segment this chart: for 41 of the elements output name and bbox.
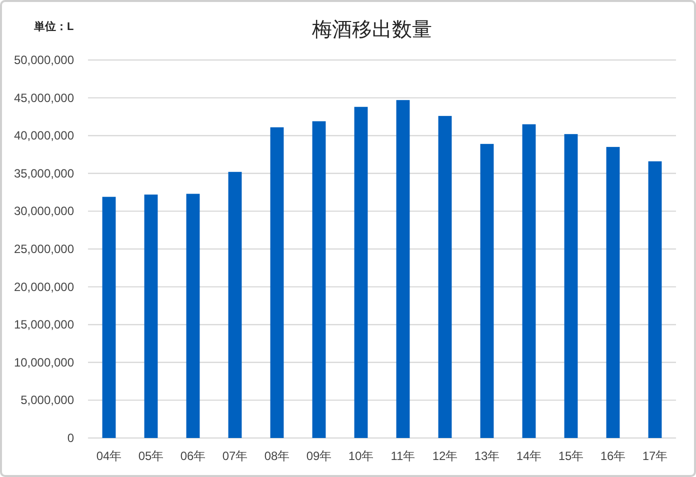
y-tick-label: 35,000,000: [14, 166, 74, 180]
y-tick-label: 20,000,000: [14, 280, 74, 294]
x-tick-label: 05年: [138, 449, 164, 463]
x-tick-label: 08年: [264, 449, 290, 463]
x-tick-label: 14年: [516, 449, 542, 463]
x-tick-label: 12年: [432, 449, 458, 463]
bar: [312, 121, 326, 438]
chart-title: 梅酒移出数量: [311, 19, 432, 41]
y-tick-label: 25,000,000: [14, 242, 74, 256]
bar: [648, 161, 662, 438]
x-tick-label: 11年: [390, 449, 416, 463]
y-tick-label: 10,000,000: [14, 355, 74, 370]
x-tick-label: 17年: [642, 449, 668, 463]
bar: [396, 100, 410, 438]
y-tick-label: 30,000,000: [14, 204, 74, 218]
text: 単位：L: [33, 20, 74, 33]
x-tick-label: 15年: [558, 449, 584, 463]
x-tick-label: 10年: [348, 449, 374, 463]
bar: [438, 116, 452, 438]
x-tick-label: 07年: [222, 449, 248, 463]
x-tick-label: 16年: [600, 449, 626, 463]
y-tick-label: 15,000,000: [14, 318, 74, 332]
y-tick-label: 0: [67, 431, 74, 445]
x-tick-label: 13年: [474, 449, 500, 463]
bar: [564, 134, 578, 438]
bar: [144, 194, 158, 438]
y-tick-label: 45,000,000: [14, 90, 74, 105]
bar: [606, 146, 620, 438]
y-tick-label: 50,000,000: [14, 53, 74, 67]
x-tick-label: 06年: [180, 449, 206, 463]
bar: [522, 124, 536, 438]
y-tick-label: 40,000,000: [14, 128, 74, 143]
bar: [102, 196, 116, 438]
bar: [354, 106, 368, 438]
bar: [270, 127, 284, 438]
bar: [480, 144, 494, 438]
bar: [186, 194, 200, 438]
bar: [228, 172, 242, 438]
x-tick-label: 04年: [96, 449, 122, 463]
x-tick-label: 09年: [306, 449, 332, 463]
y-tick-label: 5,000,000: [20, 393, 74, 408]
